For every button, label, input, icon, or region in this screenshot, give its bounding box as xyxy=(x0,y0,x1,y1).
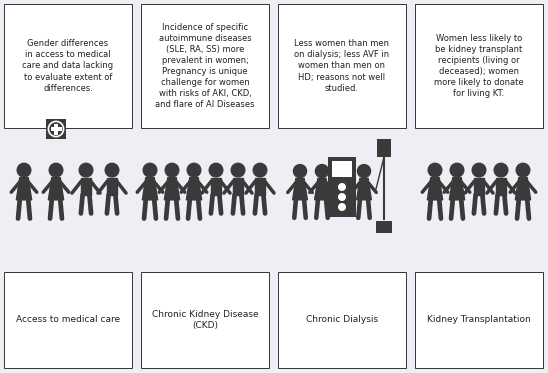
Circle shape xyxy=(338,203,346,211)
Circle shape xyxy=(209,163,223,177)
Circle shape xyxy=(450,163,464,177)
Polygon shape xyxy=(164,178,180,200)
Bar xyxy=(376,221,392,233)
Polygon shape xyxy=(515,178,530,200)
Polygon shape xyxy=(107,178,117,195)
Bar xyxy=(278,272,406,368)
Circle shape xyxy=(17,163,31,177)
Circle shape xyxy=(79,163,93,177)
Polygon shape xyxy=(449,178,465,200)
Bar xyxy=(54,123,58,135)
Polygon shape xyxy=(293,179,307,200)
Polygon shape xyxy=(427,178,443,200)
Text: Less women than men
on dialysis; less AVF in
women than men on
HD; reasons not w: Less women than men on dialysis; less AV… xyxy=(294,39,390,93)
Text: Gender differences
in access to medical
care and data lacking
to evaluate extent: Gender differences in access to medical … xyxy=(22,39,113,93)
Circle shape xyxy=(428,163,442,177)
Circle shape xyxy=(472,163,486,177)
Circle shape xyxy=(494,163,508,177)
Polygon shape xyxy=(357,179,372,200)
Polygon shape xyxy=(212,178,221,195)
Bar xyxy=(46,119,66,139)
Circle shape xyxy=(516,163,530,177)
Circle shape xyxy=(105,163,119,177)
Bar xyxy=(332,161,352,177)
Polygon shape xyxy=(186,178,202,200)
Circle shape xyxy=(231,163,245,177)
Text: Chronic Kidney Disease
(CKD): Chronic Kidney Disease (CKD) xyxy=(152,310,258,330)
Circle shape xyxy=(143,163,157,177)
Bar xyxy=(377,139,391,157)
Text: Incidence of specific
autoimmune diseases
(SLE, RA, SS) more
prevalent in women;: Incidence of specific autoimmune disease… xyxy=(155,23,255,109)
Bar xyxy=(141,4,269,128)
Bar xyxy=(328,157,356,217)
Text: Access to medical care: Access to medical care xyxy=(16,316,120,325)
Bar xyxy=(141,272,269,368)
Circle shape xyxy=(293,164,306,178)
Circle shape xyxy=(49,163,63,177)
Text: Chronic Dialysis: Chronic Dialysis xyxy=(306,316,378,325)
Circle shape xyxy=(338,183,346,191)
Polygon shape xyxy=(142,178,158,200)
Polygon shape xyxy=(16,178,32,200)
Bar xyxy=(278,4,406,128)
Polygon shape xyxy=(315,179,329,200)
Polygon shape xyxy=(475,178,484,195)
Text: Kidney Transplantation: Kidney Transplantation xyxy=(427,316,531,325)
Bar xyxy=(50,127,61,131)
Polygon shape xyxy=(496,178,506,195)
Polygon shape xyxy=(81,178,90,195)
Polygon shape xyxy=(255,178,265,195)
Circle shape xyxy=(316,164,329,178)
Bar xyxy=(4,4,132,128)
Circle shape xyxy=(357,164,370,178)
Circle shape xyxy=(253,163,267,177)
Bar xyxy=(415,272,543,368)
Bar xyxy=(415,4,543,128)
Text: Women less likely to
be kidney transplant
recipients (living or
deceased); women: Women less likely to be kidney transplan… xyxy=(434,34,524,98)
Polygon shape xyxy=(233,178,243,195)
Circle shape xyxy=(165,163,179,177)
Circle shape xyxy=(187,163,201,177)
Circle shape xyxy=(338,193,346,201)
Polygon shape xyxy=(48,178,64,200)
Bar xyxy=(4,272,132,368)
